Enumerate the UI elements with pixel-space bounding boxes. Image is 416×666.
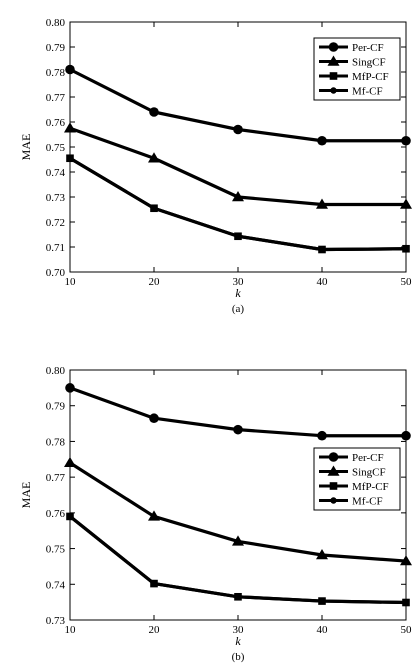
series-mf-cf — [66, 155, 410, 253]
y-tick-label: 0.73 — [46, 615, 66, 627]
data-point — [66, 513, 74, 520]
y-tick-label: 0.75 — [46, 142, 66, 154]
legend: Per-CF SingCF MfP-CF Mf-CF — [313, 37, 401, 101]
legend-marker — [328, 452, 339, 462]
data-point — [317, 430, 327, 441]
legend-label: SingCF — [352, 57, 386, 69]
y-tick-label: 0.79 — [46, 401, 66, 413]
x-tick-label: 50 — [401, 276, 413, 288]
data-point — [149, 107, 159, 117]
y-axis-label: MAE — [19, 482, 33, 509]
legend-marker — [327, 465, 340, 476]
legend-marker — [329, 482, 338, 490]
legend-label: MfP-CF — [352, 481, 389, 493]
y-tick-label: 0.73 — [46, 192, 66, 204]
legend-label: MfP-CF — [352, 71, 389, 83]
y-tick-label: 0.77 — [46, 92, 66, 104]
x-tick-label: 30 — [233, 276, 245, 288]
data-point — [149, 413, 159, 424]
x-tick-label: 20 — [149, 624, 161, 636]
data-point — [318, 597, 326, 605]
data-point — [66, 155, 74, 162]
data-point — [64, 122, 76, 133]
data-point — [400, 198, 412, 209]
x-tick-label: 10 — [65, 624, 77, 636]
series-per-cf — [65, 383, 411, 441]
legend-label: SingCF — [352, 467, 386, 479]
data-point — [318, 246, 326, 253]
y-tick-label: 0.72 — [46, 217, 65, 229]
legend-label: Mf-CF — [352, 496, 383, 508]
data-point — [65, 64, 75, 75]
y-tick-label: 0.71 — [46, 242, 65, 254]
series-singcf — [64, 122, 412, 209]
x-tick-label: 40 — [317, 624, 329, 636]
y-tick-label: 0.80 — [46, 365, 66, 377]
y-tick-label: 0.79 — [46, 42, 66, 54]
legend-marker — [330, 87, 337, 94]
y-tick-label: 0.74 — [46, 167, 66, 179]
series-singcf — [64, 456, 412, 566]
series-per-cf — [65, 64, 411, 146]
chart-caption: (a) — [232, 303, 245, 315]
data-point — [150, 580, 158, 587]
series-mf-cf — [66, 513, 410, 606]
data-point — [316, 549, 328, 560]
legend-label: Mf-CF — [352, 86, 383, 98]
data-point — [316, 198, 328, 209]
y-tick-label: 0.70 — [46, 267, 66, 279]
data-point — [233, 124, 243, 135]
y-tick-label: 0.80 — [46, 17, 66, 29]
chart-b: 0.73 0.74 0.75 0.76 0.77 0.78 0.79 0.80 10 20 30 40… — [19, 365, 412, 663]
series-line — [69, 515, 407, 605]
data-point — [401, 430, 411, 441]
data-point — [150, 205, 158, 212]
y-tick-label: 0.78 — [46, 436, 66, 448]
chart-a: 0.70 0.71 0.72 0.73 0.74 0.75 0.76 0.77 0.78 0.79… — [19, 17, 412, 315]
y-tick-label: 0.76 — [46, 117, 66, 129]
data-point — [400, 555, 412, 566]
x-tick-label: 50 — [401, 624, 413, 636]
legend-label: Per-CF — [352, 452, 384, 464]
data-point — [64, 456, 76, 468]
data-point — [65, 383, 75, 393]
legend-marker — [327, 55, 340, 66]
y-tick-label: 0.74 — [46, 579, 66, 591]
legend-marker — [328, 42, 339, 52]
data-point — [317, 135, 327, 146]
data-point — [232, 535, 244, 546]
y-tick-label: 0.78 — [46, 67, 66, 79]
x-tick-label: 40 — [317, 276, 329, 288]
data-point — [233, 424, 243, 435]
x-axis-label: k — [235, 286, 241, 300]
data-point — [234, 593, 242, 600]
data-point — [402, 599, 410, 606]
y-tick-label: 0.76 — [46, 508, 66, 520]
x-tick-label: 30 — [233, 624, 245, 636]
legend: Per-CF SingCF MfP-CF Mf-CF — [313, 447, 401, 511]
x-tick-label: 20 — [149, 276, 161, 288]
chart-caption: (b) — [232, 651, 245, 663]
legend-marker — [329, 72, 338, 80]
data-point — [234, 233, 242, 240]
legend-label: Per-CF — [352, 42, 384, 54]
data-point — [148, 510, 160, 521]
data-point — [232, 191, 244, 202]
data-point — [402, 245, 410, 252]
y-tick-label: 0.77 — [46, 472, 66, 484]
x-axis-label: k — [235, 634, 241, 648]
x-tick-label: 10 — [65, 276, 77, 288]
data-point — [148, 152, 160, 163]
legend-marker — [330, 497, 337, 504]
data-point — [401, 135, 411, 146]
y-axis-label: MAE — [19, 134, 33, 161]
series-mfp-cf — [66, 512, 410, 607]
y-tick-label: 0.75 — [46, 544, 66, 556]
series-line — [69, 515, 407, 605]
